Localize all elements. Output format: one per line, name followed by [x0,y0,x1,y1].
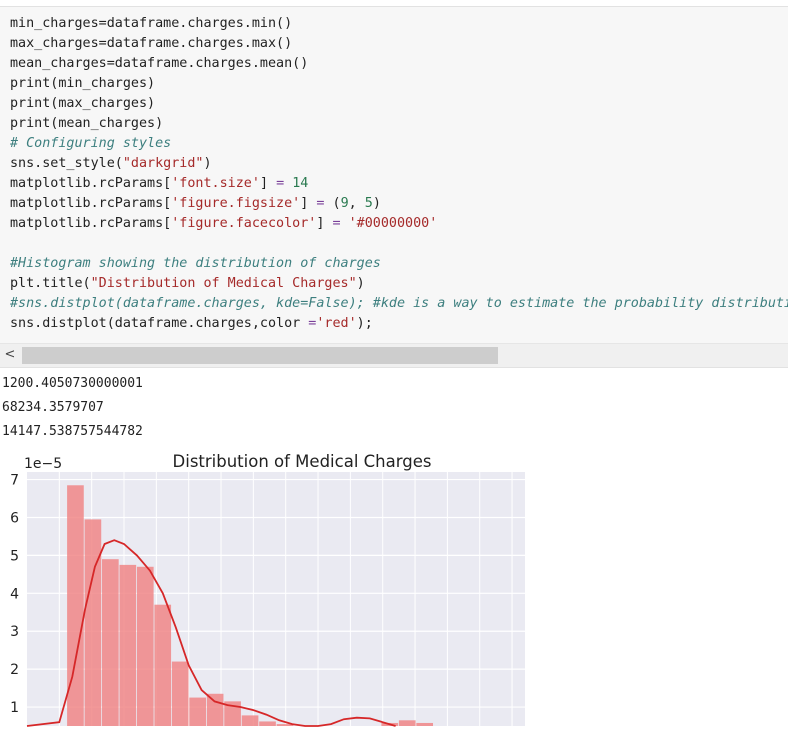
code-token: = [276,176,285,191]
histogram-bar [102,559,119,726]
code-token: 5 [364,196,373,211]
kde-line [26,539,396,727]
code-token: 'figure.figsize' [171,196,301,211]
code-line[interactable]: mean_charges=dataframe.charges.mean() [10,54,788,74]
code-line[interactable]: #Histogram showing the distribution of c… [10,254,788,274]
code-token: "Distribution of Medical Charges" [90,276,357,291]
code-token: 14 [292,176,309,191]
code-token: # Configuring styles [10,136,172,151]
code-token: sns.set_style( [10,156,123,171]
cell-output-text: 1200.4050730000001 68234.3579707 14147.538… [2,372,782,444]
code-line[interactable]: # Configuring styles [10,134,788,154]
histogram-bar [154,604,172,726]
y-tick-label: 2 [10,662,19,678]
code-token: matplotlib.rcParams[ [10,176,172,191]
code-line[interactable]: sns.set_style("darkgrid") [10,154,788,174]
code-token: plt.title( [10,276,91,291]
code-token: 'red' [316,316,357,331]
y-tick-label: 3 [10,624,19,640]
histogram-bar [136,566,154,726]
chart-output: 1 2 3 4 5 6 7 Distribution of Medical Charges 1e… [0,446,560,735]
output-line: 1200.4050730000001 [2,376,143,391]
code-line[interactable]: matplotlib.rcParams['font.size'] = 14 [10,174,788,194]
scroll-left-icon[interactable]: < [4,347,16,362]
code-token: 9 [340,196,349,211]
y-tick-label: 7 [10,473,19,489]
code-line[interactable]: matplotlib.rcParams['figure.figsize'] = … [10,194,788,214]
code-line[interactable]: print(max_charges) [10,94,788,114]
histogram-bar [189,697,206,726]
code-token [284,176,292,191]
histogram-bar [276,724,294,726]
code-token: 'font.size' [171,176,260,191]
output-line: 14147.538757544782 [2,424,143,439]
code-line[interactable]: min_charges=dataframe.charges.min() [10,14,788,34]
histogram-bar [206,693,224,726]
code-token: ) [203,156,212,171]
code-line[interactable]: print(min_charges) [10,74,788,94]
code-token: print(min_charges) [10,76,156,91]
code-token: sns.distplot(dataframe.charges,color [10,316,309,331]
code-line[interactable]: plt.title("Distribution of Medical Charg… [10,274,788,294]
code-line[interactable] [10,234,788,254]
code-token: print(max_charges) [10,96,156,111]
code-token: , [348,196,365,211]
code-token: ); [356,316,373,331]
code-editor[interactable]: min_charges=dataframe.charges.min() max_c… [10,14,788,344]
code-token: ) [356,276,365,291]
code-token: matplotlib.rcParams[ [10,196,172,211]
output-line: 68234.3579707 [2,400,104,415]
distribution-chart: 1 2 3 4 5 6 7 Distribution of Medical Charges 1e… [10,452,545,727]
scrollbar-thumb[interactable] [22,347,498,364]
chart-title: Distribution of Medical Charges [173,452,432,471]
code-token: 'figure.facecolor' [171,216,317,231]
code-token: ] [300,196,317,211]
code-token: max_charges=dataframe.charges.max() [10,36,293,51]
code-token: #Histogram showing the distribution of c… [10,256,381,271]
code-token: ( [324,196,341,211]
code-token: = [308,316,317,331]
code-token: = [316,196,325,211]
horizontal-scrollbar[interactable]: < [0,343,788,367]
code-line[interactable]: matplotlib.rcParams['figure.facecolor'] … [10,214,788,234]
y-tick-label: 4 [10,586,19,602]
histogram-bar [67,485,84,726]
code-token: ) [372,196,381,211]
code-token: ] [316,216,333,231]
histogram-bar [241,715,259,726]
histogram-bar [398,720,416,726]
code-token: mean_charges=dataframe.charges.mean() [10,56,309,71]
code-token: "darkgrid" [122,156,204,171]
y-offset-label: 1e−5 [24,456,62,472]
histogram-bar [259,721,276,726]
code-cell-input[interactable]: min_charges=dataframe.charges.min() max_c… [0,6,788,368]
code-token: matplotlib.rcParams[ [10,216,172,231]
y-tick-label: 1 [10,700,19,716]
code-line[interactable]: print(mean_charges) [10,114,788,134]
code-line[interactable]: sns.distplot(dataframe.charges,color ='r… [10,314,788,334]
histogram-bar [171,661,189,726]
y-tick-label: 5 [10,548,19,564]
code-line[interactable]: #sns.distplot(dataframe.charges, kde=Fal… [10,294,788,314]
code-token: print(mean_charges) [10,116,164,131]
histogram-bar [224,701,241,726]
histogram-bar [119,564,137,726]
code-token: #sns.distplot(dataframe.charges, kde=Fal… [10,296,788,311]
code-token: '#00000000' [348,216,438,231]
y-tick-label: 6 [10,510,19,526]
code-line[interactable]: max_charges=dataframe.charges.max() [10,34,788,54]
histogram-bar [84,519,102,726]
code-token [341,216,349,231]
histogram-bar [416,722,434,726]
code-token: min_charges=dataframe.charges.min() [10,16,293,31]
code-token: ] [259,176,277,191]
plot-area [27,472,525,726]
code-token: = [332,216,341,231]
